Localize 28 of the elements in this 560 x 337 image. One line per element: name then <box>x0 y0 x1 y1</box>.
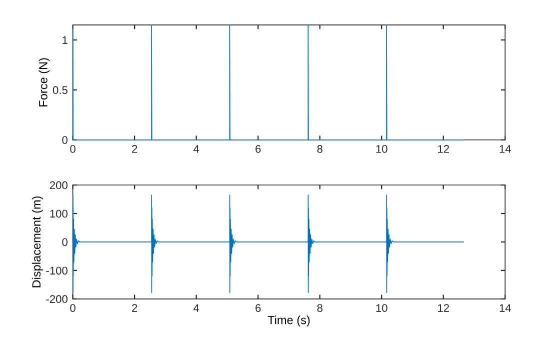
y-tick-label: -100 <box>46 266 68 275</box>
x-tick-label: 6 <box>256 145 261 153</box>
x-tick-label: 0 <box>70 145 76 153</box>
y-tick-label: -200 <box>46 295 68 304</box>
x-tick-label: 2 <box>132 304 138 312</box>
x-tick-label: 12 <box>438 145 449 153</box>
line-series <box>72 194 464 294</box>
x-tick-label: 4 <box>193 304 200 312</box>
x-tick-label: 10 <box>376 145 388 153</box>
x-tick-label: 0 <box>70 304 76 312</box>
y-axis-title: Force (N) <box>38 58 50 106</box>
x-tick-label: 8 <box>317 145 322 153</box>
y-tick-label: 1 <box>62 36 68 44</box>
x-tick-label: 6 <box>256 304 261 312</box>
y-tick-label: 200 <box>50 181 68 190</box>
x-tick-label: 4 <box>193 145 200 153</box>
x-axis-title: Time (s) <box>268 316 310 327</box>
x-tick-label: 12 <box>438 304 449 312</box>
x-tick-label: 14 <box>500 145 511 153</box>
y-tick-label: 0 <box>62 238 68 246</box>
y-axis-title: Displacement (m) <box>32 196 43 288</box>
y-tick-label: 0.5 <box>52 86 68 94</box>
x-tick-label: 10 <box>376 304 388 312</box>
x-tick-label: 8 <box>317 304 322 312</box>
x-tick-label: 14 <box>500 304 511 312</box>
y-tick-label: 100 <box>50 210 68 218</box>
x-tick-label: 2 <box>132 145 138 153</box>
y-tick-label: 0 <box>62 136 68 144</box>
